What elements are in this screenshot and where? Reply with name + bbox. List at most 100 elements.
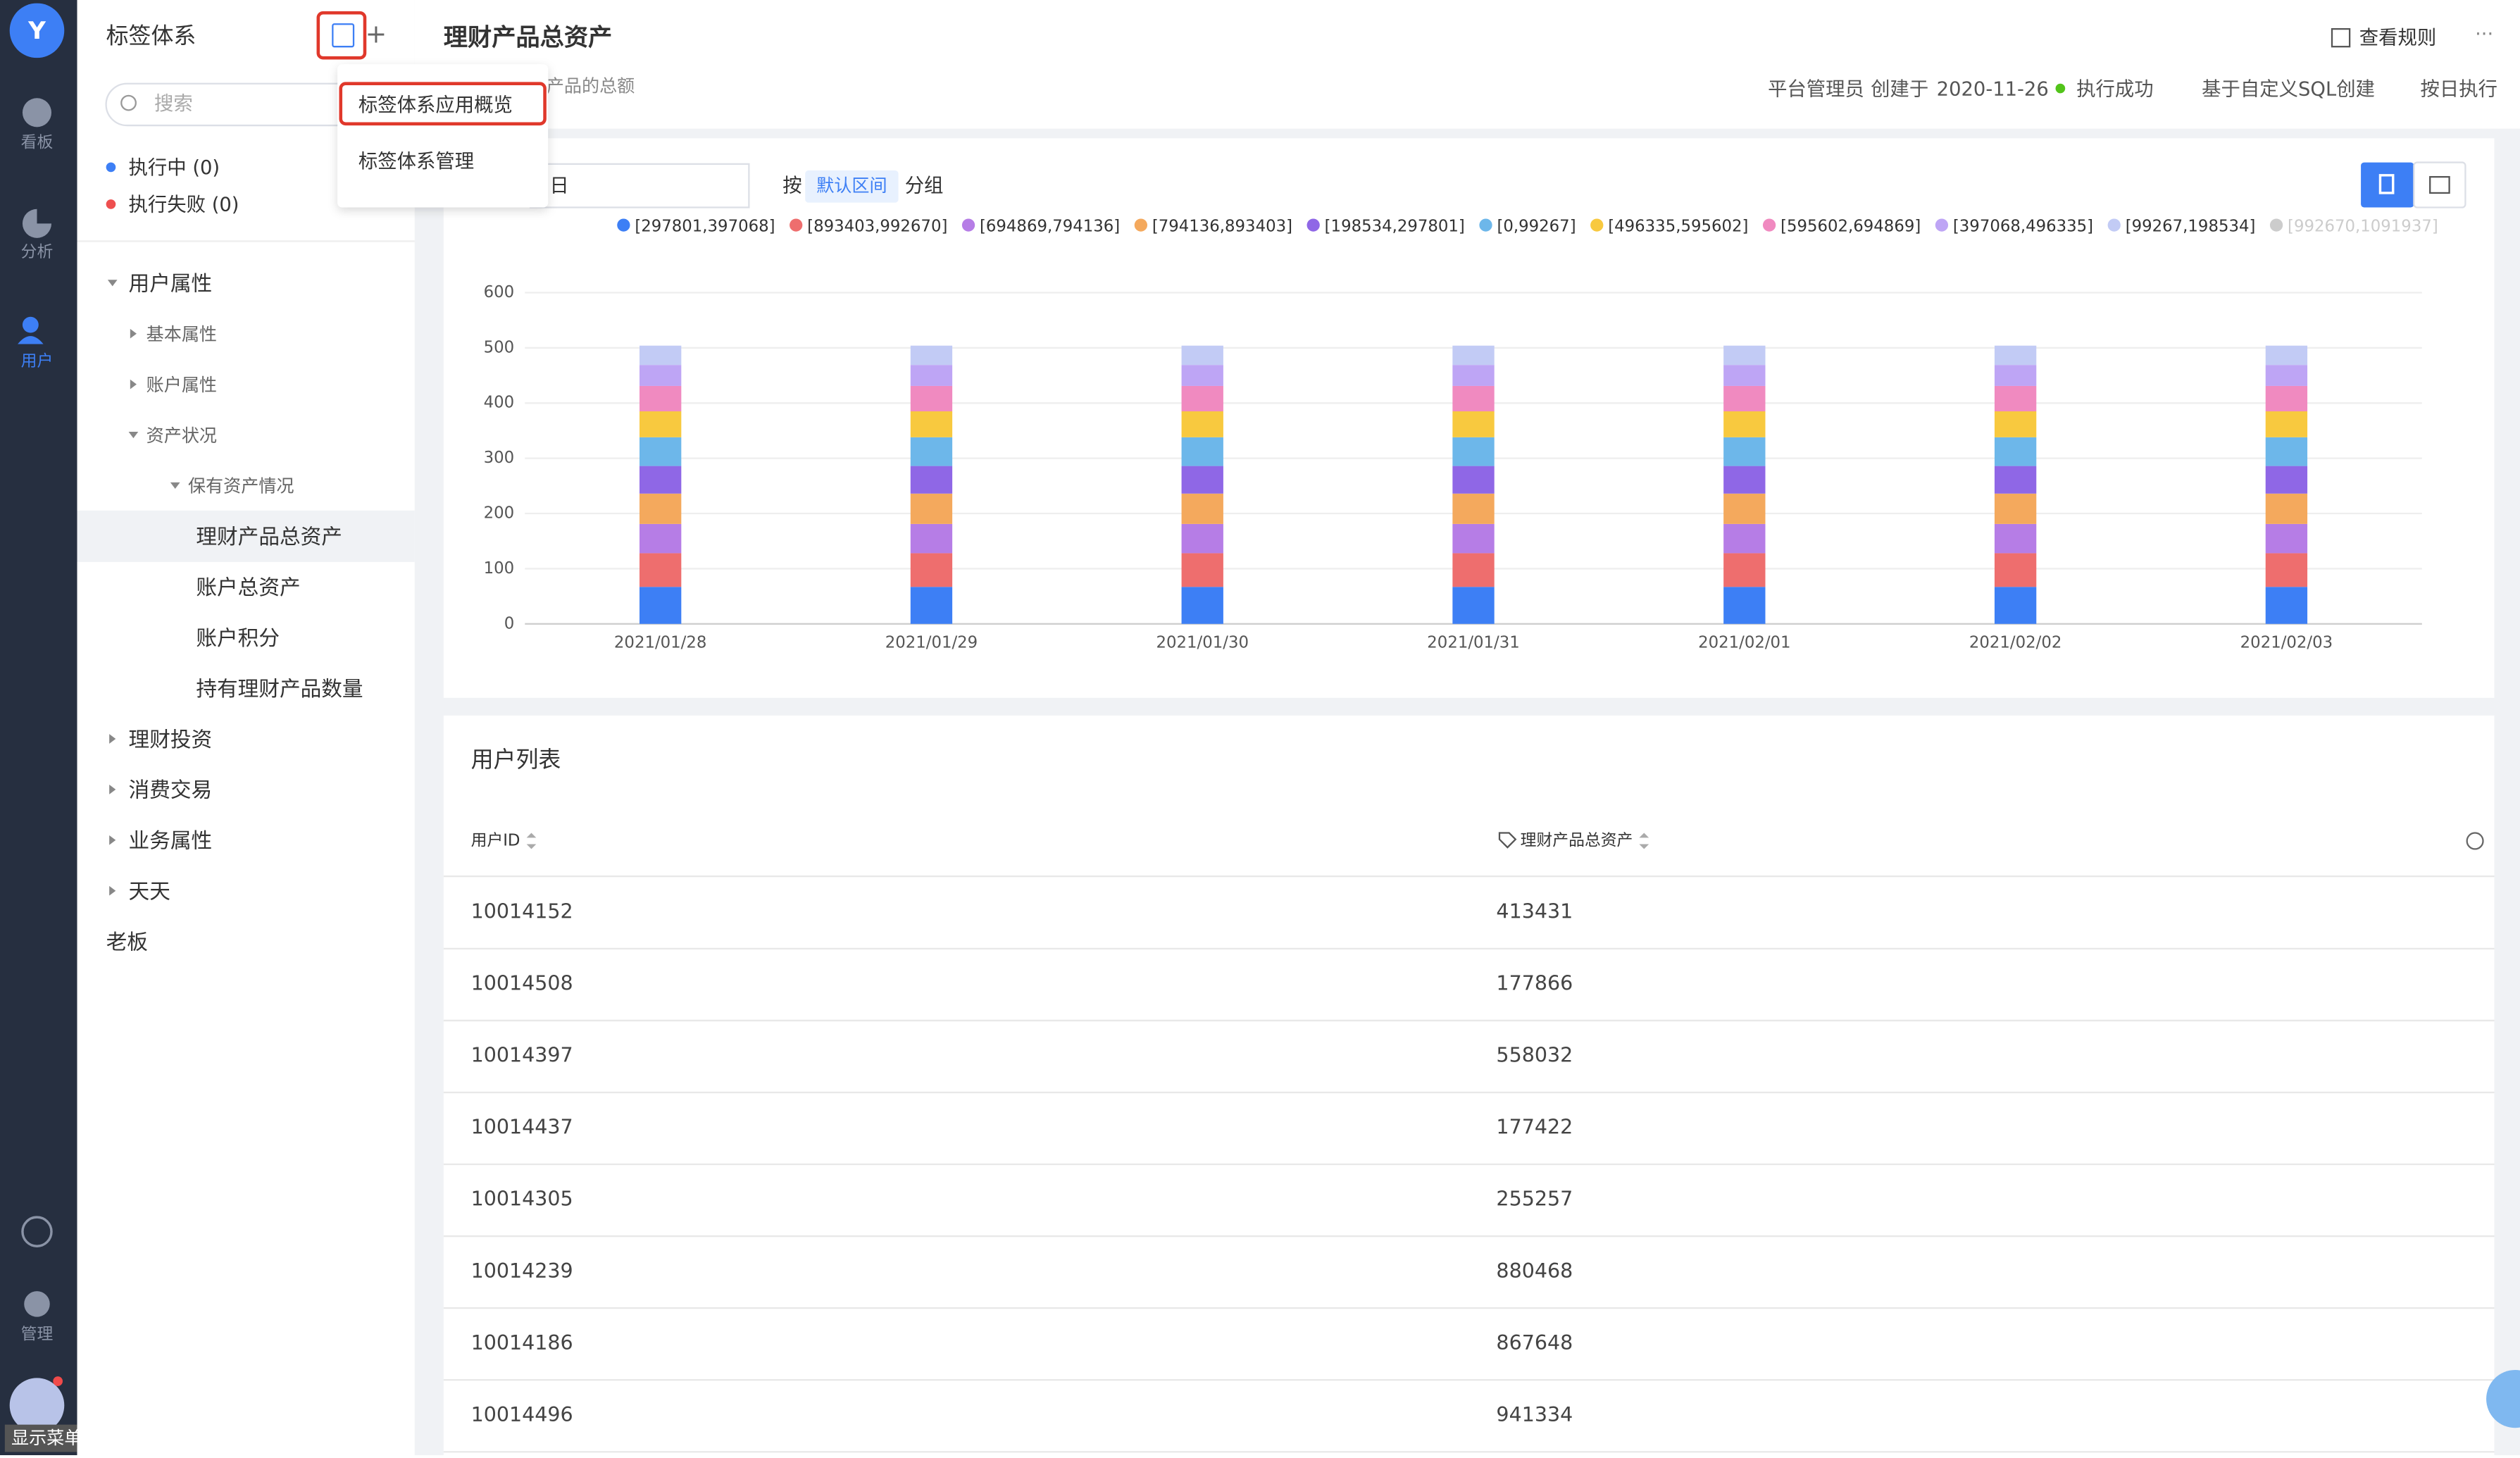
legend-label[interactable]: [0,99267] xyxy=(1497,217,1576,235)
legend-marker[interactable] xyxy=(1134,218,1147,232)
legend-marker[interactable] xyxy=(1306,218,1320,232)
tree-arrow[interactable] xyxy=(107,280,118,287)
user-avatar[interactable] xyxy=(9,1378,65,1433)
meta-item: 基于自定义SQL创建 xyxy=(2202,78,2375,100)
overview-icon[interactable] xyxy=(332,23,355,48)
show-menu-bg[interactable] xyxy=(4,1424,89,1452)
legend-marker[interactable] xyxy=(2269,218,2283,232)
bar-segment xyxy=(1723,411,1766,437)
tree-arrow[interactable] xyxy=(109,885,116,896)
legend-label[interactable]: [198534,297801] xyxy=(1325,217,1465,235)
legend-marker[interactable] xyxy=(1479,218,1492,232)
legend-label[interactable]: [496335,595602] xyxy=(1608,217,1748,235)
legend-marker[interactable] xyxy=(790,218,803,232)
table-view-toggle[interactable] xyxy=(2413,161,2466,208)
link-icon[interactable] xyxy=(21,1216,53,1247)
table-card xyxy=(443,715,2495,1456)
tree-node[interactable]: 老板 xyxy=(106,929,148,954)
bar-segment xyxy=(1452,411,1495,437)
y-tick-label: 0 xyxy=(504,614,515,633)
bar-segment xyxy=(2265,365,2308,386)
legend-marker[interactable] xyxy=(617,218,630,232)
column-header[interactable]: 用户ID xyxy=(471,831,520,849)
y-tick-label: 500 xyxy=(484,338,515,356)
bar-segment xyxy=(1181,553,1223,587)
tree-node[interactable]: 账户积分 xyxy=(196,625,280,650)
tree-node[interactable]: 保有资产情况 xyxy=(188,476,294,497)
table-settings[interactable] xyxy=(2466,832,2484,850)
x-tick-label: 2021/01/29 xyxy=(885,634,978,652)
settings-icon[interactable] xyxy=(24,1291,50,1317)
dropdown-item[interactable]: 标签体系管理 xyxy=(358,151,474,173)
analysis-icon[interactable] xyxy=(22,208,52,238)
bar-segment xyxy=(1181,385,1223,411)
status-failed[interactable]: 执行失败 (0) xyxy=(129,194,239,216)
tree-node[interactable]: 消费交易 xyxy=(129,778,213,802)
tree-node[interactable]: 资产状况 xyxy=(146,425,217,446)
tree-arrow[interactable] xyxy=(128,431,139,439)
legend-label[interactable]: [297801,397068] xyxy=(635,217,775,235)
bar-segment xyxy=(1994,493,2037,524)
tree-node[interactable]: 天天 xyxy=(129,878,170,903)
sort-icon[interactable] xyxy=(1639,833,1649,849)
legend-label[interactable]: [992670,1091937] xyxy=(2288,217,2438,235)
assistant-bubble[interactable] xyxy=(2486,1370,2520,1428)
chart-view-toggle[interactable] xyxy=(2361,162,2414,208)
tree-selected xyxy=(77,510,415,562)
tree-node[interactable]: 理财投资 xyxy=(129,727,213,752)
bar-segment xyxy=(1723,365,1766,386)
tree-arrow[interactable] xyxy=(170,482,180,489)
dashboard-icon[interactable] xyxy=(22,98,52,127)
bar-segment xyxy=(1181,523,1223,554)
bar-segment xyxy=(1723,466,1766,494)
legend-label[interactable]: [694869,794136] xyxy=(980,217,1120,235)
column-header[interactable]: 理财产品总资产 xyxy=(1521,831,1633,849)
legend-marker[interactable] xyxy=(1590,218,1604,232)
legend-marker[interactable] xyxy=(1762,218,1776,232)
add-button[interactable]: + xyxy=(366,19,387,49)
legend-label[interactable]: [99267,198534] xyxy=(2126,217,2256,235)
tree-node[interactable]: 业务属性 xyxy=(129,828,213,853)
show-menu[interactable]: 显示菜单 xyxy=(11,1428,82,1448)
legend-label[interactable]: [397068,496335] xyxy=(1953,217,2093,235)
nav-label[interactable]: 管理 xyxy=(21,1325,54,1343)
legend-label[interactable]: [595602,694869] xyxy=(1780,217,1921,235)
bar-segment xyxy=(1723,437,1766,466)
legend-marker[interactable] xyxy=(2107,218,2121,232)
tree-node[interactable]: 账户属性 xyxy=(146,375,217,395)
legend-label[interactable]: [893403,992670] xyxy=(807,217,947,235)
tree-node[interactable]: 账户总资产 xyxy=(196,575,300,599)
user-icon-body xyxy=(18,336,44,344)
tree-arrow[interactable] xyxy=(109,734,116,744)
date-picker[interactable] xyxy=(529,163,750,208)
avatar[interactable] xyxy=(9,3,65,58)
x-tick-label: 2021/02/01 xyxy=(1698,634,1790,652)
group-select[interactable] xyxy=(805,170,899,203)
legend-label[interactable]: [794136,893403] xyxy=(1152,217,1292,235)
panel-title: 标签体系 xyxy=(106,23,197,49)
tree-node[interactable]: 理财产品总资产 xyxy=(196,524,342,549)
nav-label[interactable]: 分析 xyxy=(21,243,54,261)
legend-marker[interactable] xyxy=(1935,218,1949,232)
status-running[interactable]: 执行中 (0) xyxy=(129,157,220,179)
legend-marker[interactable] xyxy=(961,218,975,232)
nav-label[interactable]: 看板 xyxy=(21,134,54,152)
user-icon[interactable] xyxy=(22,316,39,333)
dropdown-item[interactable]: 标签体系应用概览 xyxy=(358,94,513,116)
tree-node[interactable]: 持有理财产品数量 xyxy=(196,676,363,701)
tree-node[interactable]: 用户属性 xyxy=(129,271,213,296)
tree-arrow[interactable] xyxy=(109,785,116,795)
nav-label[interactable]: 用户 xyxy=(21,352,54,370)
tree-arrow[interactable] xyxy=(109,835,116,845)
table-cell: 10014437 xyxy=(471,1116,573,1139)
view-rules[interactable]: 查看规则 xyxy=(2359,27,2436,49)
bar-segment xyxy=(1452,345,1495,366)
sort-icon[interactable] xyxy=(526,833,537,849)
bar-segment xyxy=(639,493,682,524)
tree-node[interactable]: 基本属性 xyxy=(146,324,217,344)
tree-arrow[interactable] xyxy=(130,379,137,390)
meta-item: 创建于 xyxy=(1871,78,1928,100)
tree-arrow[interactable] xyxy=(130,328,137,339)
table-cell: 10014496 xyxy=(471,1403,573,1426)
more-button[interactable]: ··· xyxy=(2475,24,2493,46)
